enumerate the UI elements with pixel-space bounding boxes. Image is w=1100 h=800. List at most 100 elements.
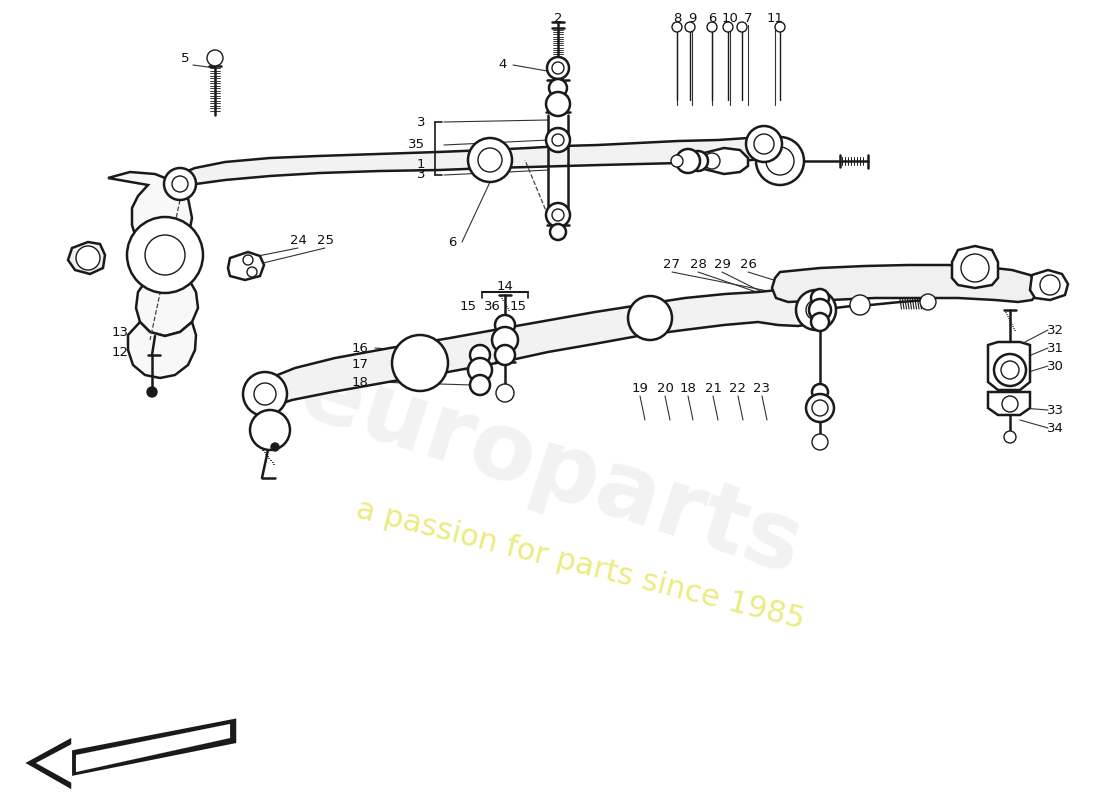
Circle shape xyxy=(250,410,290,450)
Text: 25: 25 xyxy=(317,234,333,246)
Circle shape xyxy=(172,176,188,192)
Text: 15: 15 xyxy=(509,299,527,313)
Circle shape xyxy=(552,209,564,221)
Circle shape xyxy=(1001,361,1019,379)
Text: 20: 20 xyxy=(657,382,673,394)
Circle shape xyxy=(550,224,566,240)
Circle shape xyxy=(495,315,515,335)
Text: 3: 3 xyxy=(417,169,425,182)
Circle shape xyxy=(248,267,257,277)
Circle shape xyxy=(685,22,695,32)
Circle shape xyxy=(1002,396,1018,412)
Polygon shape xyxy=(1030,270,1068,300)
Circle shape xyxy=(812,400,828,416)
Circle shape xyxy=(811,313,829,331)
Circle shape xyxy=(552,62,564,74)
Text: 23: 23 xyxy=(754,382,770,394)
Circle shape xyxy=(243,255,253,265)
Circle shape xyxy=(496,384,514,402)
Text: 12: 12 xyxy=(111,346,129,358)
Text: 22: 22 xyxy=(729,382,747,394)
Circle shape xyxy=(723,22,733,32)
Text: 9: 9 xyxy=(688,11,696,25)
Text: 11: 11 xyxy=(767,11,783,25)
Text: 3: 3 xyxy=(417,115,425,129)
Circle shape xyxy=(704,153,720,169)
Circle shape xyxy=(812,384,828,400)
Polygon shape xyxy=(36,744,72,783)
Text: 6: 6 xyxy=(707,11,716,25)
Polygon shape xyxy=(988,342,1030,390)
Text: 36: 36 xyxy=(484,299,500,313)
Text: 13: 13 xyxy=(111,326,129,338)
Circle shape xyxy=(756,137,804,185)
Polygon shape xyxy=(68,242,104,274)
Circle shape xyxy=(707,22,717,32)
Circle shape xyxy=(806,300,826,320)
Circle shape xyxy=(754,134,774,154)
Circle shape xyxy=(468,138,512,182)
Circle shape xyxy=(672,22,682,32)
Polygon shape xyxy=(228,252,264,280)
Text: 5: 5 xyxy=(180,51,189,65)
Circle shape xyxy=(552,134,564,146)
Circle shape xyxy=(746,126,782,162)
Circle shape xyxy=(271,443,279,451)
Circle shape xyxy=(76,246,100,270)
Circle shape xyxy=(850,295,870,315)
Polygon shape xyxy=(108,172,198,336)
Text: 31: 31 xyxy=(1046,342,1064,354)
Text: 27: 27 xyxy=(663,258,681,271)
Circle shape xyxy=(495,345,515,365)
Circle shape xyxy=(492,327,518,353)
Text: 24: 24 xyxy=(289,234,307,246)
Polygon shape xyxy=(988,392,1030,415)
Text: 16: 16 xyxy=(352,342,368,354)
Circle shape xyxy=(671,155,683,167)
Circle shape xyxy=(207,50,223,66)
Circle shape xyxy=(126,217,204,293)
Text: 29: 29 xyxy=(714,258,730,271)
Polygon shape xyxy=(28,740,70,787)
Circle shape xyxy=(147,387,157,397)
Text: europarts: europarts xyxy=(287,346,813,594)
Polygon shape xyxy=(772,265,1038,302)
Text: 15: 15 xyxy=(460,299,476,313)
Circle shape xyxy=(1004,431,1016,443)
Circle shape xyxy=(737,22,747,32)
Circle shape xyxy=(994,354,1026,386)
Polygon shape xyxy=(128,322,196,378)
Circle shape xyxy=(812,434,828,450)
Circle shape xyxy=(920,294,936,310)
Circle shape xyxy=(961,254,989,282)
Circle shape xyxy=(392,335,448,391)
Circle shape xyxy=(164,168,196,200)
Circle shape xyxy=(243,372,287,416)
Circle shape xyxy=(470,345,490,365)
Text: 35: 35 xyxy=(408,138,425,151)
Text: 21: 21 xyxy=(704,382,722,394)
Text: 4: 4 xyxy=(498,58,507,71)
Polygon shape xyxy=(260,290,822,408)
Polygon shape xyxy=(952,246,998,288)
Text: 10: 10 xyxy=(722,11,738,25)
Circle shape xyxy=(470,375,490,395)
Text: a passion for parts since 1985: a passion for parts since 1985 xyxy=(353,495,807,635)
Circle shape xyxy=(676,149,700,173)
Polygon shape xyxy=(76,724,230,772)
Circle shape xyxy=(811,289,829,307)
Circle shape xyxy=(808,299,830,321)
Circle shape xyxy=(766,147,794,175)
Circle shape xyxy=(145,235,185,275)
Text: 17: 17 xyxy=(352,358,368,371)
Circle shape xyxy=(468,358,492,382)
Polygon shape xyxy=(172,135,770,192)
Text: 18: 18 xyxy=(680,382,696,394)
Circle shape xyxy=(546,128,570,152)
Circle shape xyxy=(547,57,569,79)
Circle shape xyxy=(546,92,570,116)
Circle shape xyxy=(549,79,566,97)
Text: 7: 7 xyxy=(744,11,752,25)
Text: 34: 34 xyxy=(1046,422,1064,434)
Circle shape xyxy=(806,394,834,422)
